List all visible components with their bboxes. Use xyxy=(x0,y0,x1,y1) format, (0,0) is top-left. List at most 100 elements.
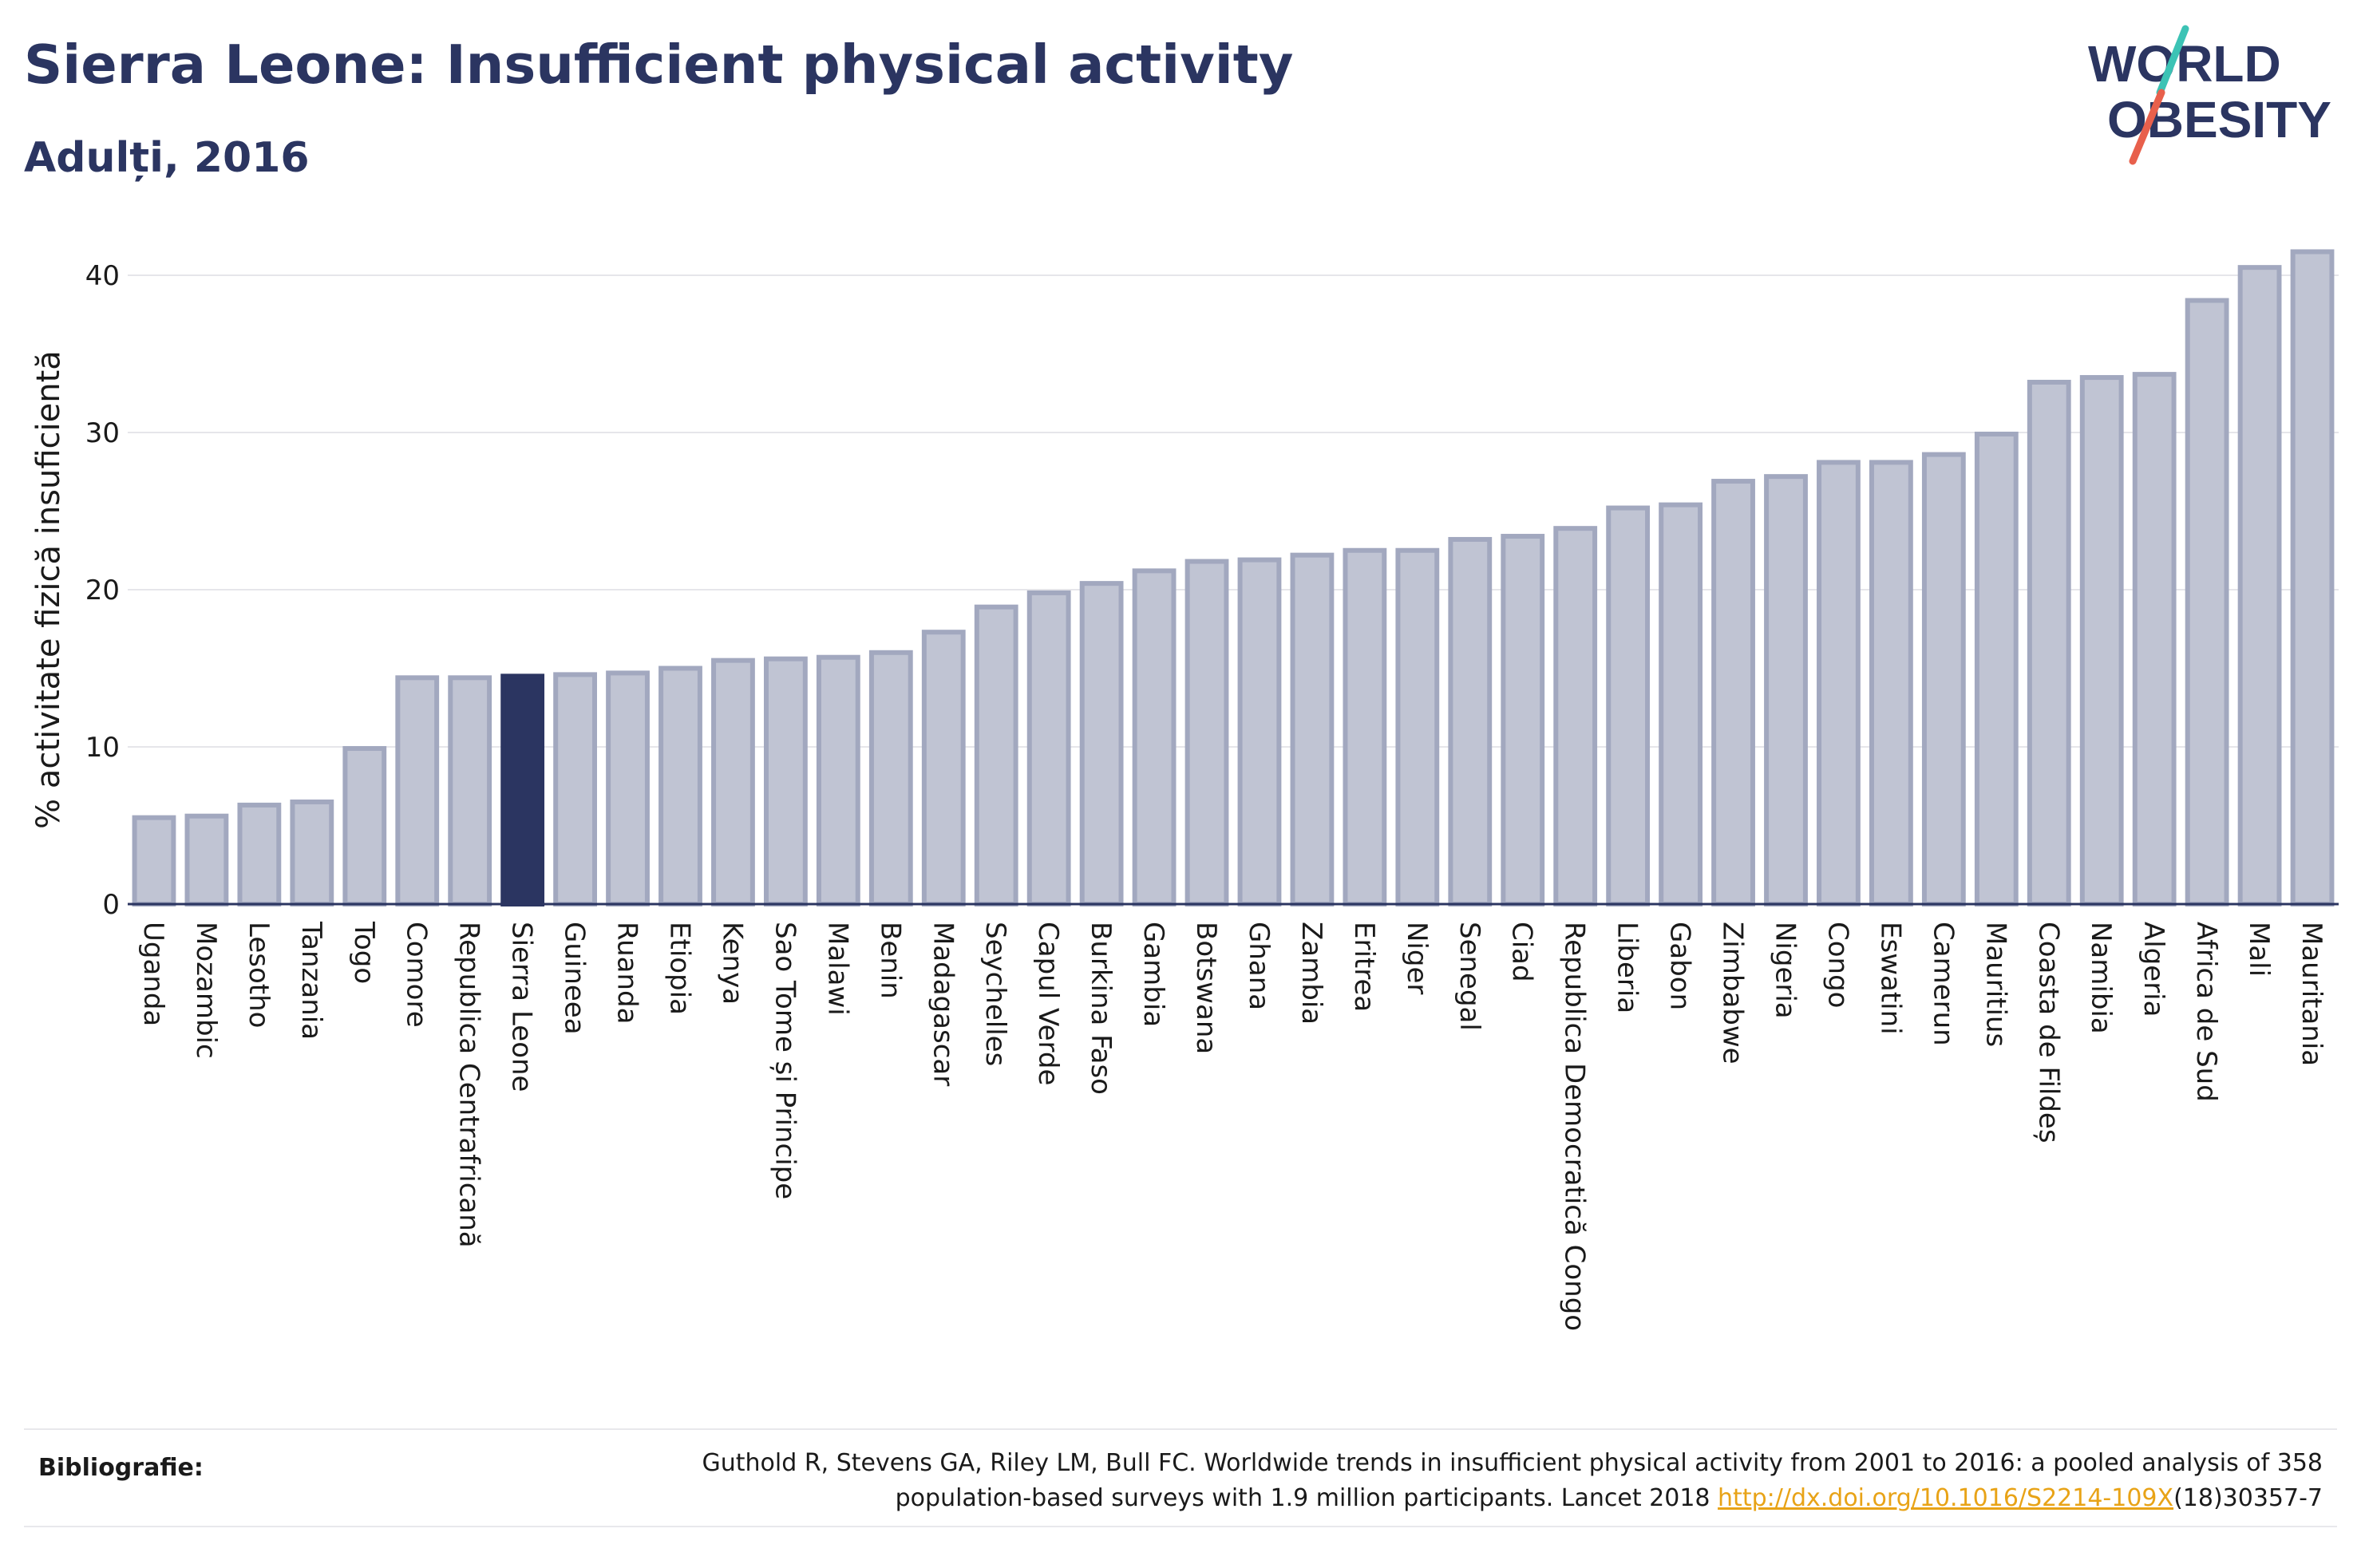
x-tick-label: Gabon xyxy=(1664,922,1696,1010)
bar xyxy=(1079,581,1124,906)
x-tick-label: Mali xyxy=(2243,922,2275,977)
x-tick-label: Seychelles xyxy=(979,922,1011,1066)
x-tick-label: Sao Tome și Principe xyxy=(769,922,801,1199)
x-tick-label: Mauritania xyxy=(2296,922,2327,1066)
x-tick-label: Burkina Faso xyxy=(1085,922,1117,1095)
bibliography-line-2-suffix: (18)30357-7 xyxy=(2173,1484,2323,1512)
footer-divider-bottom xyxy=(24,1526,2337,1527)
x-tick-label: Camerun xyxy=(1927,922,1959,1046)
y-tick-label: 40 xyxy=(85,260,120,292)
bar xyxy=(1290,552,1335,906)
bar xyxy=(2185,298,2229,906)
x-tick-label: Ruanda xyxy=(611,922,643,1024)
x-tick-label: Zimbabwe xyxy=(1717,922,1749,1064)
y-tick-label: 30 xyxy=(85,417,120,449)
bar xyxy=(1711,479,1755,906)
footer-divider-top xyxy=(24,1428,2337,1430)
y-tick-label: 20 xyxy=(85,575,120,606)
bar xyxy=(1343,547,1387,906)
bar xyxy=(553,672,597,906)
bar xyxy=(1659,502,1703,906)
y-tick-label: 10 xyxy=(85,732,120,764)
bar xyxy=(658,666,702,906)
bar xyxy=(1921,452,1966,906)
x-tick-label: Lesotho xyxy=(243,922,275,1028)
bar-chart: 0 10 20 30 40 % activitate fizică insuficient… xyxy=(30,249,2339,1331)
x-tick-label: Eswatini xyxy=(1874,922,1906,1035)
x-tick-label: Madagascar xyxy=(927,922,959,1086)
bar xyxy=(816,654,860,907)
bar xyxy=(921,630,966,906)
world-obesity-logo: WORLD OBESITY xyxy=(2088,25,2331,165)
bar xyxy=(2027,379,2071,906)
x-tick-label: Malawi xyxy=(821,922,853,1016)
bar xyxy=(1606,505,1651,906)
bar xyxy=(2132,372,2177,906)
bar xyxy=(2290,249,2335,906)
x-tick-label: Niger xyxy=(1401,922,1433,994)
x-tick-label: Togo xyxy=(348,921,380,984)
bar xyxy=(237,802,282,907)
x-tick-label: Etiopia xyxy=(664,922,696,1015)
bibliography-doi-link[interactable]: http://dx.doi.org/10.1016/S2214-109X xyxy=(1718,1484,2174,1512)
bar xyxy=(448,675,492,906)
bar xyxy=(1448,536,1493,907)
bar xyxy=(974,604,1018,906)
x-tick-label: Uganda xyxy=(137,922,169,1026)
chart-subtitle: Adulți, 2016 xyxy=(24,134,310,182)
logo-line-world: WORLD xyxy=(2088,35,2281,93)
bar xyxy=(868,650,913,906)
x-tick-label: Sierra Leone xyxy=(506,922,538,1092)
bar xyxy=(395,675,440,906)
bar xyxy=(1764,474,1808,906)
chart-title: Sierra Leone: Insufficient physical acti… xyxy=(24,34,1294,96)
bar xyxy=(2079,375,2124,906)
bar xyxy=(1553,526,1598,906)
bar xyxy=(184,813,229,906)
bar xyxy=(290,799,334,907)
bar xyxy=(606,670,650,906)
x-tick-label: Ciad xyxy=(1506,922,1538,982)
bar xyxy=(1395,547,1440,906)
y-axis-title: % activitate fizică insuficientă xyxy=(30,350,67,829)
x-tick-label: Botswana xyxy=(1190,922,1222,1054)
x-tick-label: Eritrea xyxy=(1348,922,1380,1012)
bibliography-text: Guthold R, Stevens GA, Riley LM, Bull FC… xyxy=(647,1446,2323,1516)
y-tick-label: 0 xyxy=(102,889,120,921)
bar xyxy=(1869,460,1913,906)
x-tick-label: Mauritius xyxy=(1979,922,2011,1047)
bibliography-label: Bibliografie: xyxy=(38,1454,204,1482)
x-tick-label: Liberia xyxy=(1612,922,1643,1013)
bar xyxy=(2237,265,2282,906)
x-tick-label: Namibia xyxy=(2085,922,2117,1034)
bar xyxy=(342,745,387,906)
x-tick-label: Nigeria xyxy=(1770,922,1801,1019)
x-tick-label: Tanzania xyxy=(295,921,327,1040)
x-tick-label: Coasta de Fildeș xyxy=(2032,922,2064,1143)
x-tick-label: Kenya xyxy=(716,922,748,1005)
x-tick-label: Africa de Sud xyxy=(2190,922,2222,1102)
bibliography-line-1: Guthold R, Stevens GA, Riley LM, Bull FC… xyxy=(702,1449,2323,1477)
x-tick-label: Benin xyxy=(874,922,906,999)
x-tick-label: Gambia xyxy=(1137,922,1169,1027)
bar xyxy=(500,673,545,906)
x-tick-label: Mozambic xyxy=(190,922,222,1059)
x-tick-label: Capul Verde xyxy=(1032,922,1064,1085)
bar xyxy=(1501,534,1545,907)
bar xyxy=(132,815,176,907)
bibliography-line-2-prefix: population-based surveys with 1.9 millio… xyxy=(895,1484,1718,1512)
bar xyxy=(1132,568,1177,906)
x-tick-label: Congo xyxy=(1821,922,1853,1008)
logo-slash-teal xyxy=(2156,25,2189,97)
logo-slash-red xyxy=(2129,89,2165,165)
bar xyxy=(1237,557,1282,906)
x-tick-label: Republica Centrafricană xyxy=(453,922,485,1248)
x-tick-label: Algeria xyxy=(2138,922,2169,1017)
bar xyxy=(1184,559,1229,906)
bar xyxy=(1817,460,1861,906)
x-tick-label: Guineea xyxy=(559,922,591,1035)
x-tick-label: Zambia xyxy=(1295,922,1327,1025)
x-tick-label: Ghana xyxy=(1243,922,1275,1010)
x-tick-label: Comore xyxy=(401,922,433,1028)
x-tick-label: Senegal xyxy=(1453,922,1485,1031)
